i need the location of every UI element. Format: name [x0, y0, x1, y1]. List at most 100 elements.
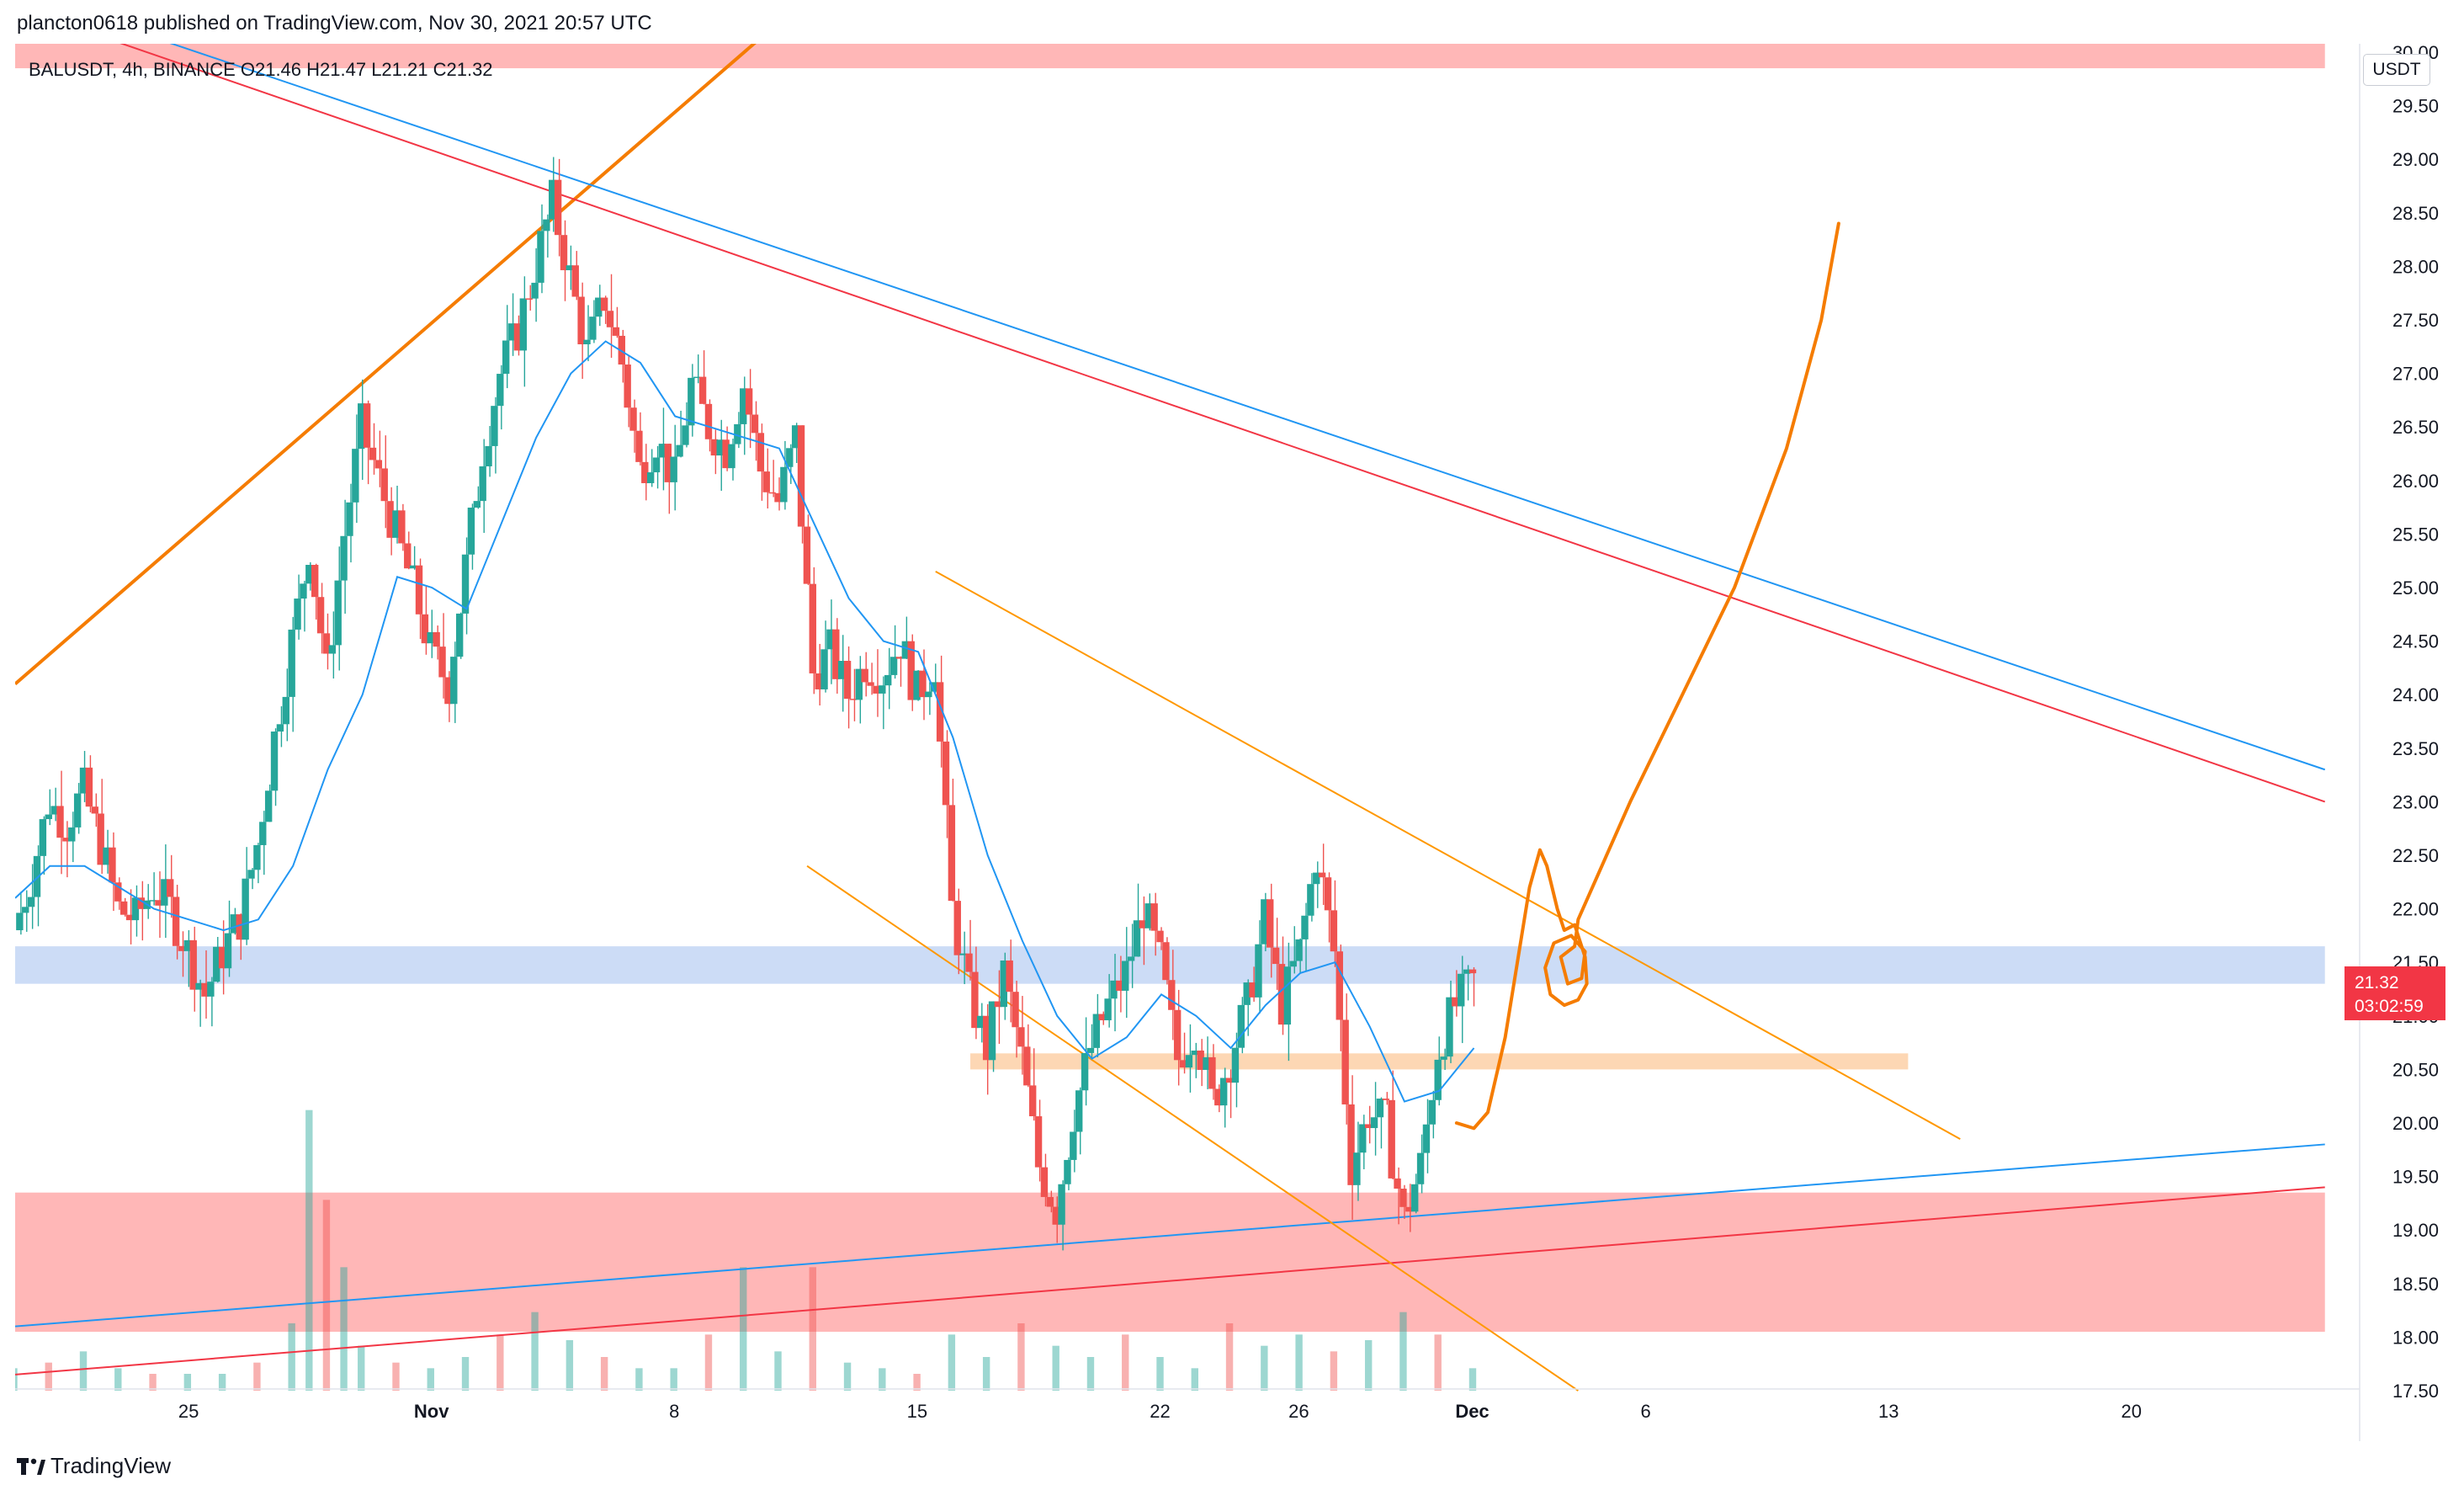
candle-body	[167, 879, 174, 897]
candle-body	[1353, 1152, 1361, 1185]
candle-body	[843, 661, 852, 700]
candle-body	[1434, 1059, 1442, 1100]
tradingview-logo[interactable]: TradingView	[17, 1453, 171, 1479]
volume-bar	[15, 1368, 18, 1391]
candle-body	[942, 741, 950, 806]
candle-body	[589, 317, 597, 340]
candle-body	[907, 641, 915, 700]
candle-body	[213, 946, 220, 982]
candle-body	[710, 439, 719, 456]
candle-body	[688, 377, 695, 426]
candle-body	[264, 790, 273, 822]
candle-body	[1452, 997, 1459, 1007]
chart-area[interactable]: 17.5018.0018.5019.0019.5020.0020.5021.00…	[15, 44, 2462, 1441]
candle-body	[1139, 920, 1147, 929]
candle-body	[97, 813, 104, 865]
volume-bar	[913, 1374, 921, 1391]
time-tick-label: Nov	[414, 1401, 449, 1422]
candle-body	[85, 767, 93, 807]
volume-bar	[566, 1340, 574, 1391]
candle-body	[137, 897, 146, 909]
candle-body	[479, 466, 486, 502]
candle-body	[768, 492, 776, 494]
candle-body	[328, 645, 337, 654]
volume-bar	[218, 1374, 226, 1391]
candle-body	[583, 339, 591, 345]
candle-body	[1261, 899, 1268, 945]
volume-bar	[843, 1362, 852, 1391]
candle-body	[73, 793, 82, 827]
candle-body	[450, 657, 458, 705]
candle-body	[1237, 1004, 1245, 1048]
candle-body	[1162, 942, 1170, 981]
candle-body	[1341, 1019, 1349, 1104]
candle-body	[461, 554, 470, 614]
candle-body	[1197, 1050, 1204, 1070]
candle-body	[641, 461, 649, 483]
candle-body	[178, 945, 186, 951]
candle-body	[224, 933, 232, 969]
price-tick-label: 24.50	[2392, 631, 2439, 652]
candle-body	[826, 629, 834, 650]
candle-body	[751, 414, 759, 434]
candle-body	[919, 670, 927, 698]
candle-body	[791, 425, 799, 449]
candle-body	[276, 724, 284, 732]
candle-body	[427, 631, 434, 644]
candle-body	[1064, 1159, 1071, 1184]
candle-body	[1203, 1056, 1210, 1070]
candle-body	[183, 939, 192, 951]
candle-body	[1000, 961, 1007, 1008]
support-zone-blue	[15, 946, 2325, 984]
volume-bar	[774, 1351, 782, 1391]
candle-body	[600, 297, 608, 311]
candle-body	[1012, 992, 1019, 1028]
last-price-label: 21.32 03:02:59	[2345, 966, 2445, 1020]
candle-body	[1405, 1206, 1413, 1212]
candle-body	[1098, 1014, 1106, 1021]
candle-body	[646, 472, 655, 483]
time-tick-label: 13	[1878, 1401, 1898, 1422]
candle-body	[1283, 966, 1292, 1025]
candle-body	[786, 448, 794, 467]
candle-body	[1104, 998, 1112, 1021]
chart-canvas[interactable]: 17.5018.0018.5019.0019.5020.0020.5021.00…	[15, 44, 2462, 1441]
currency-button[interactable]: USDT	[2363, 54, 2430, 86]
candle-body	[1301, 915, 1309, 939]
candle-body	[1225, 1078, 1234, 1083]
candle-body	[1150, 903, 1158, 931]
candle-body	[109, 847, 116, 883]
candle-body	[497, 374, 504, 407]
candle-body	[820, 649, 828, 689]
demand-zone	[15, 1192, 2325, 1333]
volume-bar	[427, 1368, 434, 1391]
candle-body	[722, 439, 730, 469]
candle-body	[294, 599, 301, 630]
orange-rising-trendline	[15, 44, 769, 684]
candle-body	[119, 901, 128, 915]
candle-body	[1173, 1009, 1182, 1061]
candle-body	[1028, 1085, 1037, 1117]
candle-body	[745, 388, 753, 415]
candle-body	[438, 647, 446, 678]
candle-body	[155, 900, 162, 906]
candle-body	[1370, 1117, 1378, 1129]
candle-body	[50, 806, 58, 815]
candle-body	[740, 388, 747, 424]
candle-body	[1243, 982, 1251, 1005]
candle-body	[716, 439, 724, 456]
candle-body	[1463, 969, 1471, 974]
symbol-ohlc-legend: BALUSDT, 4h, BINANCE O21.46 H21.47 L21.2…	[29, 59, 493, 80]
candle-body	[334, 580, 342, 646]
volume-bar	[305, 1110, 313, 1391]
candle-body	[1422, 1124, 1431, 1153]
candle-body	[392, 510, 400, 538]
candle-body	[242, 878, 249, 940]
candle-body	[635, 430, 643, 462]
candle-body	[889, 657, 898, 675]
candle-body	[1468, 969, 1477, 974]
price-tick-label: 29.50	[2392, 96, 2439, 117]
candle-body	[931, 682, 938, 692]
candle-body	[815, 673, 822, 689]
volume-bar	[635, 1368, 643, 1391]
